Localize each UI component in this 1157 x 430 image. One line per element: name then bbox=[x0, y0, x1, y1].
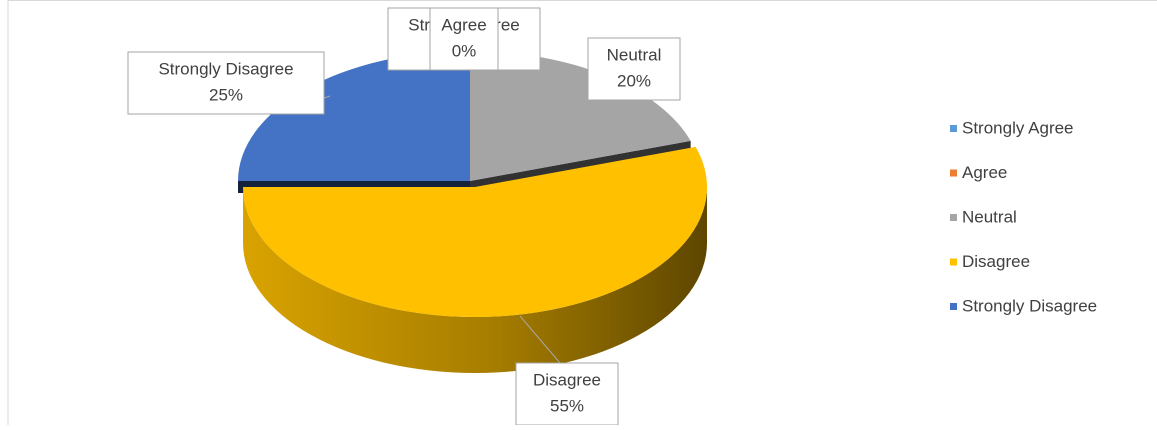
legend-swatch bbox=[950, 303, 957, 310]
chart-border bbox=[7, 0, 1157, 425]
label-value: 55% bbox=[550, 396, 584, 415]
label-box bbox=[127, 51, 325, 115]
label-category: Neutral bbox=[607, 45, 662, 64]
legend-label: Strongly Disagree bbox=[962, 296, 1097, 315]
label-category: Strongly Disagree bbox=[158, 59, 293, 78]
pie bbox=[238, 51, 707, 373]
legend-label: Agree bbox=[962, 163, 1007, 182]
legend-swatch bbox=[950, 258, 957, 266]
legend-swatch bbox=[950, 169, 957, 177]
label-value: 0% bbox=[452, 41, 477, 60]
legend-label: Strongly Agree bbox=[962, 118, 1074, 137]
data-labels: Strongly Agree0%Agree0%Neutral20%Disagre… bbox=[127, 7, 681, 426]
slice bbox=[238, 51, 470, 181]
slice bbox=[470, 51, 691, 181]
legend-swatch bbox=[950, 125, 957, 132]
label-box bbox=[515, 362, 619, 426]
legend: Strongly Agree Agree Neutral Disagree Strong… bbox=[950, 118, 1097, 315]
slice bbox=[243, 146, 707, 317]
legend-label: Neutral bbox=[962, 207, 1017, 226]
slice-side bbox=[243, 187, 707, 373]
label-value: 20% bbox=[617, 71, 651, 90]
label-category: Agree bbox=[441, 15, 486, 34]
label-box bbox=[587, 37, 681, 101]
legend-swatch bbox=[950, 214, 957, 221]
label-value: 25% bbox=[209, 85, 243, 104]
label-category: Disagree bbox=[533, 370, 601, 389]
label-box bbox=[429, 7, 499, 71]
leader-line bbox=[519, 315, 561, 364]
leader-line bbox=[323, 95, 331, 99]
legend-label: Disagree bbox=[962, 252, 1030, 271]
